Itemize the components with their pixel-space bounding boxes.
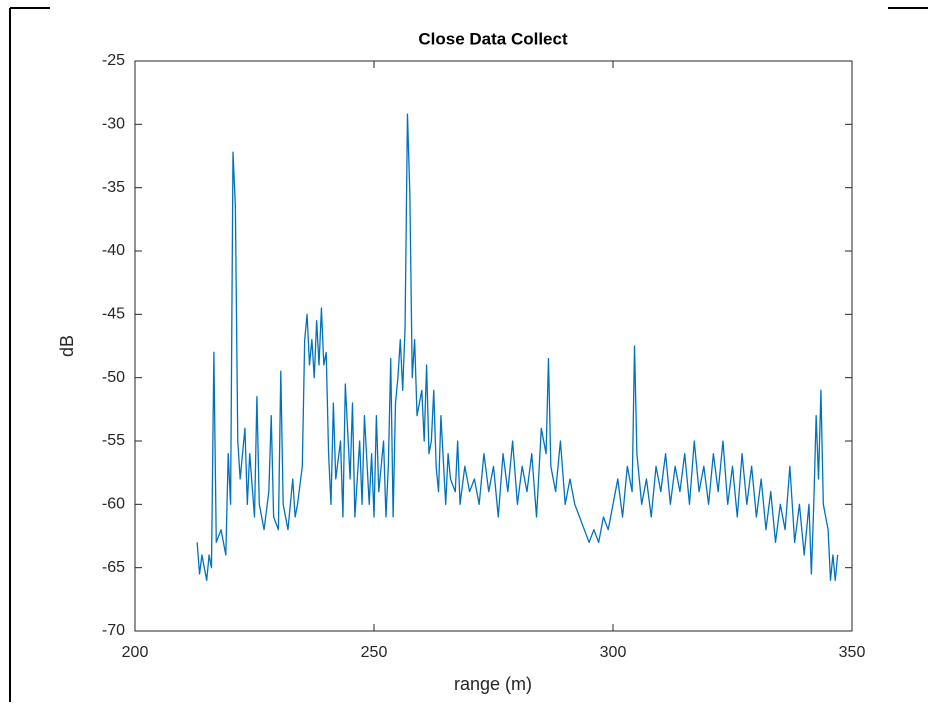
x-tick-label: 250 bbox=[361, 644, 388, 661]
y-tick-label: -30 bbox=[102, 116, 125, 133]
chart-title: Close Data Collect bbox=[418, 29, 568, 48]
y-tick-label: -25 bbox=[102, 52, 125, 69]
y-tick-label: -65 bbox=[102, 559, 125, 576]
x-tick-label: 200 bbox=[122, 644, 149, 661]
y-tick-label: -55 bbox=[102, 432, 125, 449]
y-tick-label: -70 bbox=[102, 622, 125, 639]
data-line bbox=[196, 113, 839, 581]
y-tick-label: -35 bbox=[102, 179, 125, 196]
y-tick-label: -60 bbox=[102, 496, 125, 513]
y-tick-label: -40 bbox=[102, 242, 125, 259]
axes-box bbox=[134, 60, 853, 632]
y-axis-label: dB bbox=[57, 335, 77, 357]
x-tick-label: 300 bbox=[600, 644, 627, 661]
x-axis-label: range (m) bbox=[454, 674, 532, 694]
y-tick-label: -45 bbox=[102, 306, 125, 323]
y-tick-label: -50 bbox=[102, 369, 125, 386]
x-tick-label: 350 bbox=[839, 644, 866, 661]
